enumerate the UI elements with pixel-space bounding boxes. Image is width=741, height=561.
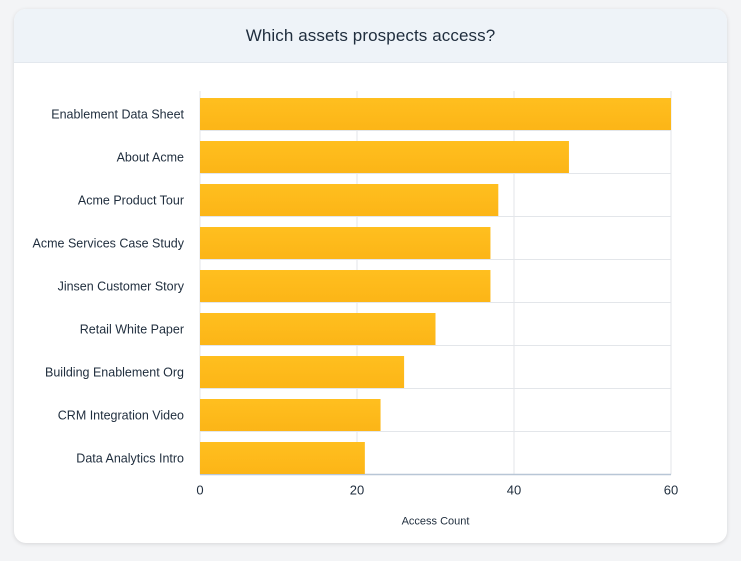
x-axis-title: Access Count bbox=[402, 516, 470, 528]
x-tick-label: 20 bbox=[350, 483, 364, 498]
x-tick-label: 60 bbox=[664, 483, 678, 498]
category-labels: Enablement Data Sheet About Acme Acme Prod… bbox=[33, 108, 185, 466]
gridlines bbox=[199, 91, 672, 476]
bar bbox=[200, 442, 365, 474]
bar-chart: Enablement Data Sheet About Acme Acme Prod… bbox=[33, 91, 678, 528]
category-label: Acme Services Case Study bbox=[33, 237, 185, 251]
bar bbox=[200, 98, 671, 130]
bar bbox=[200, 141, 569, 173]
category-label: CRM Integration Video bbox=[58, 409, 184, 423]
x-axis-ticks: 0 20 40 60 bbox=[196, 483, 678, 498]
bar bbox=[200, 399, 381, 431]
bars bbox=[200, 98, 671, 474]
chart-card: Which assets prospects access? Enablemen… bbox=[14, 9, 727, 543]
bar bbox=[200, 270, 491, 302]
category-label: Retail White Paper bbox=[80, 323, 184, 337]
bar bbox=[200, 227, 491, 259]
card-header: Which assets prospects access? bbox=[14, 9, 727, 63]
x-tick-label: 40 bbox=[507, 483, 521, 498]
bar bbox=[200, 313, 436, 345]
category-label: Acme Product Tour bbox=[78, 194, 184, 208]
category-label: About Acme bbox=[117, 151, 184, 165]
bar bbox=[200, 356, 405, 388]
chart-title: Which assets prospects access? bbox=[245, 25, 496, 45]
category-label: Enablement Data Sheet bbox=[51, 108, 184, 122]
bar bbox=[200, 184, 499, 216]
x-tick-label: 0 bbox=[196, 483, 203, 498]
category-label: Jinsen Customer Story bbox=[58, 280, 185, 294]
category-label: Building Enablement Org bbox=[45, 366, 184, 380]
category-label: Data Analytics Intro bbox=[76, 452, 184, 466]
